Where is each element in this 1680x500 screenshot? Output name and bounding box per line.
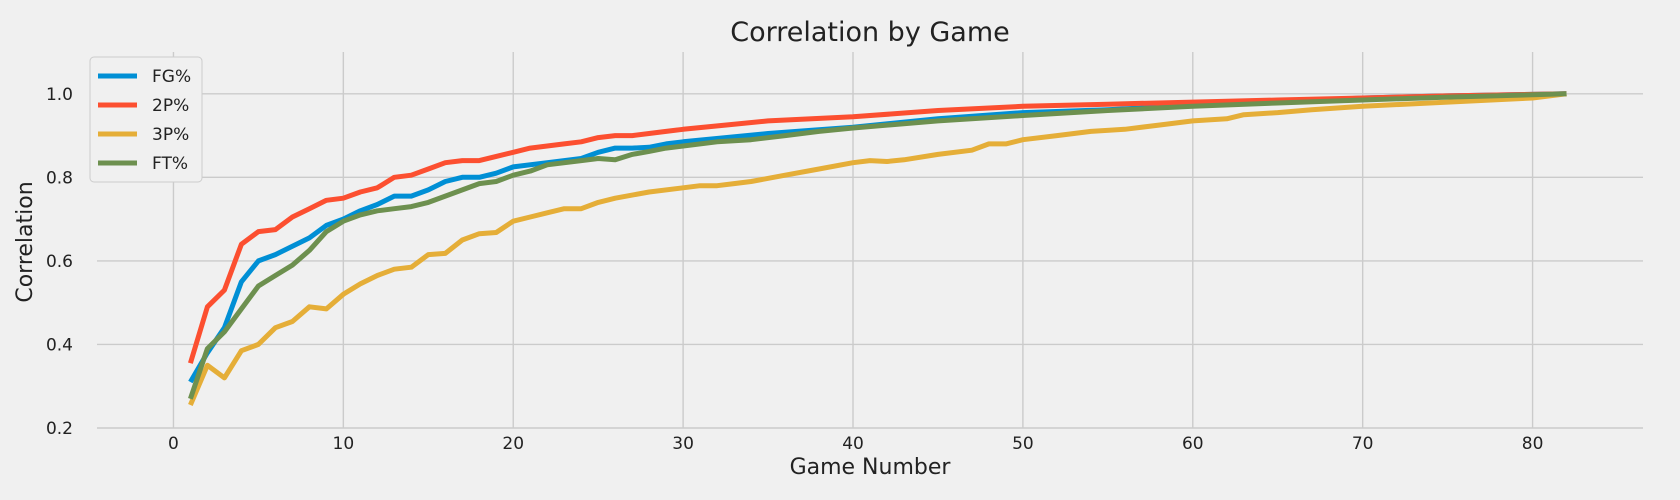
chart-title: Correlation by Game [730, 17, 1010, 48]
legend: FG% 2P% 3P% FT% [89, 56, 203, 183]
legend-label: FT% [152, 154, 188, 174]
series-line-fg-pct [188, 91, 1567, 384]
x-tick-label: 60 [1182, 434, 1204, 454]
y-tick-label: 0.4 [46, 335, 73, 355]
x-tick-label: 80 [1522, 434, 1544, 454]
x-tick-label: 0 [168, 434, 179, 454]
x-tick-label: 50 [1012, 434, 1034, 454]
x-tick-label: 30 [672, 434, 694, 454]
y-tick-label: 1.0 [46, 85, 73, 105]
grid-lines [97, 52, 1643, 429]
y-tick-label: 0.2 [46, 419, 73, 439]
series-line-2p-pct [188, 91, 1567, 364]
y-axis-label: Correlation [13, 181, 38, 302]
x-tick-label: 70 [1352, 434, 1374, 454]
series-line-ft-pct [188, 91, 1567, 400]
legend-label: FG% [152, 67, 191, 87]
y-tick-labels: 0.2 0.4 0.6 0.8 1.0 [46, 85, 73, 439]
x-tick-label: 20 [502, 434, 524, 454]
x-tick-label: 40 [842, 434, 864, 454]
y-tick-label: 0.6 [46, 252, 73, 272]
series-line-3p-pct [188, 91, 1567, 406]
x-tick-labels: 0 10 20 30 40 50 60 70 80 [168, 434, 1543, 454]
legend-label: 2P% [152, 96, 189, 116]
x-tick-label: 10 [333, 434, 355, 454]
x-axis-label: Game Number [790, 455, 952, 480]
series-lines [188, 91, 1567, 406]
legend-box [89, 56, 203, 183]
y-tick-label: 0.8 [46, 168, 73, 188]
legend-label: 3P% [152, 125, 189, 145]
